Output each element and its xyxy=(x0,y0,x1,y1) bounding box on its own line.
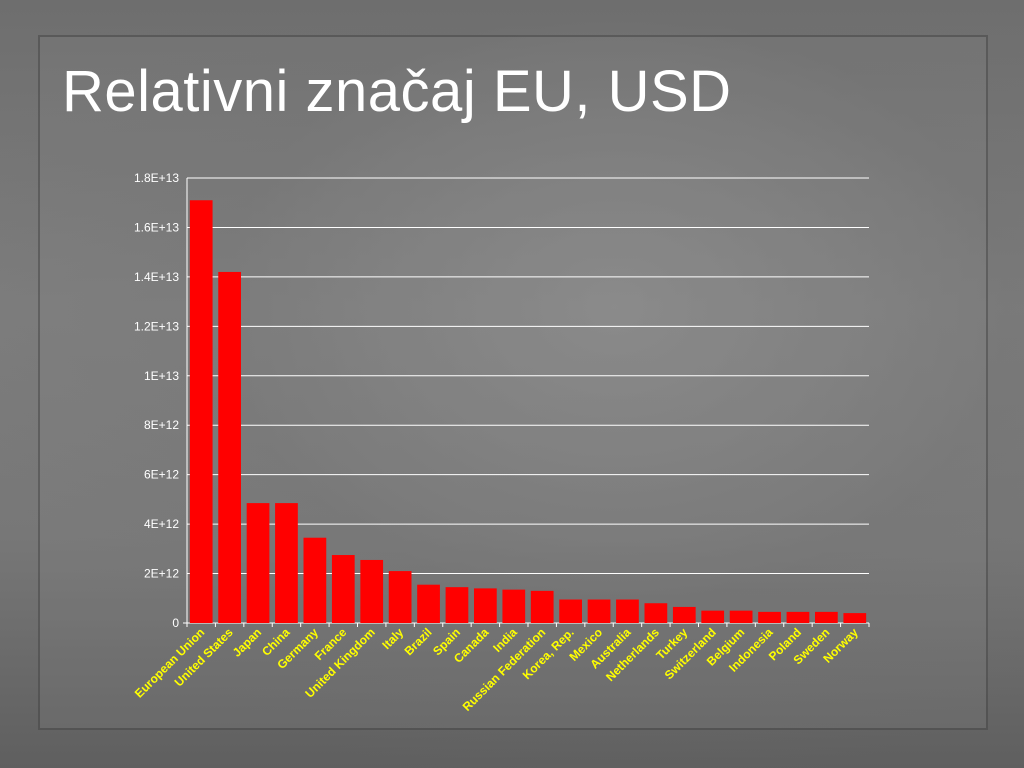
bar xyxy=(644,603,668,623)
y-tick-label: 8E+12 xyxy=(144,418,179,432)
bar xyxy=(360,559,384,623)
bar xyxy=(701,610,725,623)
x-tick-label: Brazil xyxy=(402,625,435,658)
bar xyxy=(445,587,469,623)
y-tick-label: 1.6E+13 xyxy=(134,220,179,234)
bar xyxy=(815,611,838,623)
bar xyxy=(559,599,582,623)
y-tick-label: 1.4E+13 xyxy=(134,270,179,284)
y-tick-label: 0 xyxy=(172,616,179,630)
bar xyxy=(246,503,270,623)
y-tick-label: 1E+13 xyxy=(144,369,179,383)
bar xyxy=(388,571,412,623)
bar xyxy=(530,590,554,623)
bar xyxy=(587,599,611,623)
bar xyxy=(417,584,440,623)
bar xyxy=(843,613,867,623)
bar xyxy=(275,503,298,623)
y-tick-label: 2E+12 xyxy=(144,567,179,581)
bar xyxy=(672,606,696,623)
y-tick-label: 1.8E+13 xyxy=(134,171,179,185)
y-tick-label: 6E+12 xyxy=(144,468,179,482)
bar xyxy=(729,610,753,623)
y-tick-label: 1.2E+13 xyxy=(134,319,179,333)
bar xyxy=(474,588,497,623)
bar xyxy=(189,200,213,623)
x-tick-label: Japan xyxy=(230,625,264,659)
bar xyxy=(786,611,810,623)
bar xyxy=(303,537,327,623)
bar xyxy=(218,271,241,623)
bar xyxy=(758,611,781,623)
bar xyxy=(616,599,639,623)
bar xyxy=(502,589,526,623)
y-tick-label: 4E+12 xyxy=(144,517,179,531)
slide-title: Relativni značaj EU, USD xyxy=(62,59,732,124)
bar xyxy=(331,555,355,623)
